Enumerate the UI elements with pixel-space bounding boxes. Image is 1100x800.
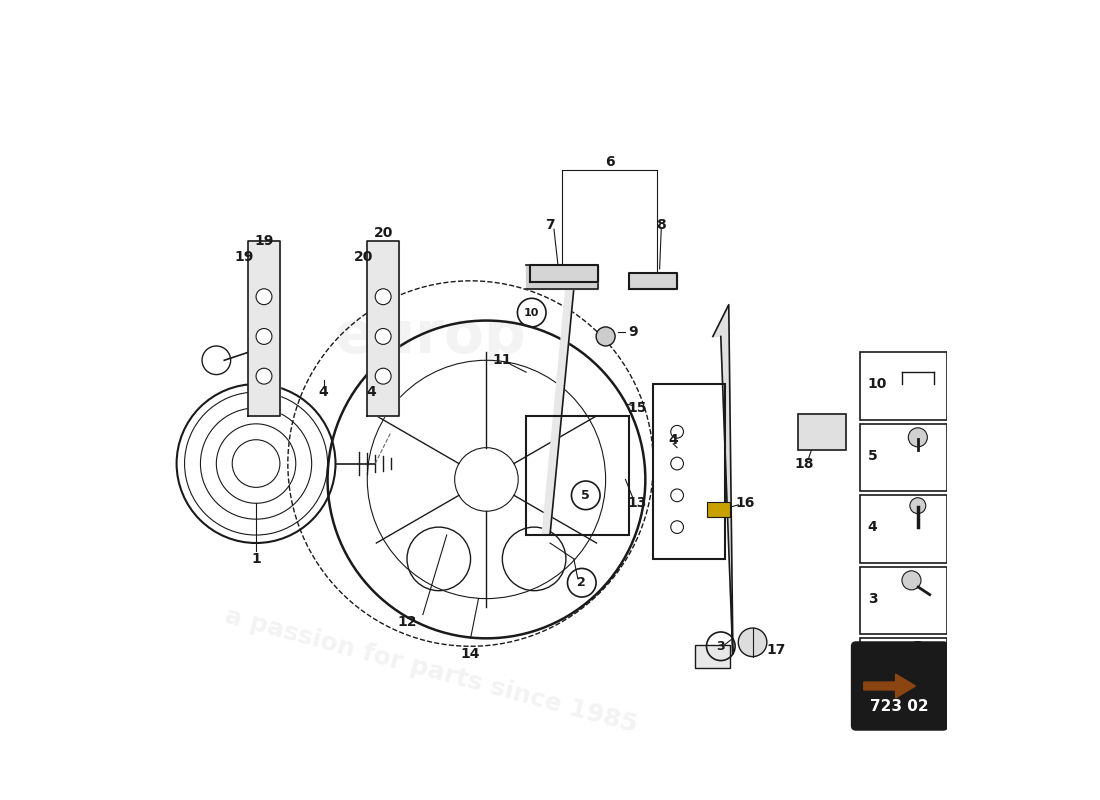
Polygon shape [629,273,678,289]
Text: 12: 12 [397,615,417,630]
FancyBboxPatch shape [860,638,947,706]
Circle shape [908,642,928,662]
Circle shape [596,327,615,346]
Polygon shape [864,674,915,698]
Text: 4: 4 [669,433,678,446]
Text: 20: 20 [374,226,393,240]
Circle shape [671,426,683,438]
Text: 13: 13 [628,496,647,510]
Text: 10: 10 [524,308,539,318]
Text: 5: 5 [582,489,590,502]
Circle shape [375,368,392,384]
FancyBboxPatch shape [860,424,947,491]
Text: 4: 4 [868,520,878,534]
FancyBboxPatch shape [798,414,846,450]
Text: 15: 15 [628,401,647,415]
Text: 5: 5 [868,449,878,462]
Text: 6: 6 [605,154,615,169]
Text: 4: 4 [366,385,376,399]
Circle shape [902,571,921,590]
Circle shape [256,368,272,384]
Text: 19: 19 [254,234,274,248]
Text: 2: 2 [578,576,586,590]
Text: a passion for parts since 1985: a passion for parts since 1985 [222,603,640,737]
Circle shape [910,498,926,514]
Text: 4: 4 [319,385,329,399]
Polygon shape [526,265,597,289]
Text: 19: 19 [234,250,254,264]
Text: 17: 17 [767,643,786,658]
Polygon shape [249,241,279,416]
Text: 20: 20 [353,250,373,264]
Text: 7: 7 [546,218,554,232]
FancyBboxPatch shape [695,645,730,668]
Text: 3: 3 [716,640,725,653]
Polygon shape [713,305,733,654]
Polygon shape [530,265,597,282]
Circle shape [256,329,272,344]
Text: 10: 10 [868,377,888,391]
Circle shape [671,521,683,534]
Circle shape [256,289,272,305]
Text: 14: 14 [461,647,481,662]
Text: 3: 3 [868,592,878,606]
Text: 2: 2 [868,663,878,677]
Circle shape [375,329,392,344]
FancyBboxPatch shape [860,495,947,563]
Text: 16: 16 [735,496,755,510]
Text: europ: europ [336,308,527,365]
Text: 11: 11 [493,354,513,367]
Circle shape [375,289,392,305]
Polygon shape [367,241,399,416]
FancyBboxPatch shape [860,567,947,634]
Polygon shape [542,289,574,535]
Circle shape [671,457,683,470]
Text: 18: 18 [794,457,814,470]
FancyBboxPatch shape [851,642,947,730]
Circle shape [671,489,683,502]
Text: 8: 8 [657,218,667,232]
Circle shape [909,428,927,447]
Circle shape [738,628,767,657]
FancyBboxPatch shape [860,352,947,420]
Text: 1: 1 [251,552,261,566]
Text: 723 02: 723 02 [870,699,928,714]
Text: 9: 9 [628,326,638,339]
FancyBboxPatch shape [707,502,730,517]
